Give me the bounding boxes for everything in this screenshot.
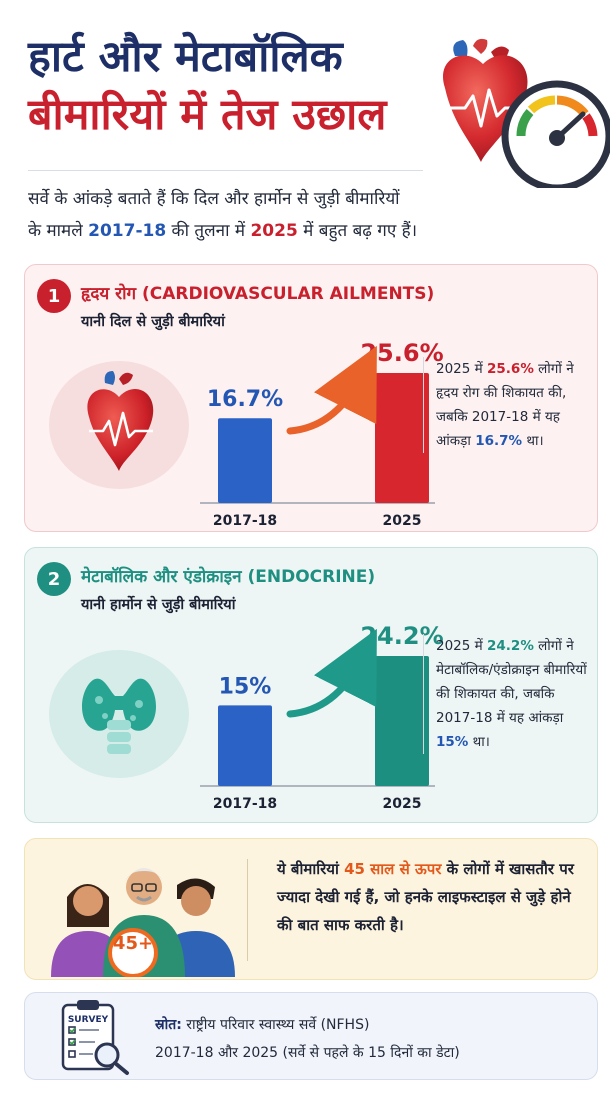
thyroid-icon-backdrop [49,650,189,778]
card-subheading: यानी दिल से जुड़ी बीमारियां [81,314,225,330]
people-group-icon [51,868,235,977]
side-value-new: 25.6% [487,361,534,377]
side-text-part: लोगों ने हृदय रोग की शिकायत की, जबकि 201… [436,361,574,449]
card-number-badge: 1 [37,279,71,313]
card-subheading: यानी हार्मोन से जुड़ी बीमारियां [81,597,236,613]
side-text-part: था। [522,433,544,449]
age-note-card: 45+ ये बीमारियां 45 साल से ऊपर के लोगों … [24,838,598,980]
side-text-part: लोगों ने मेटाबॉलिक/एंडोक्राइन बीमारियों … [436,638,587,726]
intro-part-4: में बहुत बढ़ गए हैं। [297,221,418,241]
intro-year-old: 2017-18 [88,221,167,241]
source-card: SURVEY स्रोत: राष्ट्रीय परिवार स्वास्थ्य… [24,992,598,1080]
source-line-1: राष्ट्रीय परिवार स्वास्थ्य सर्वे (NFHS) [181,1017,370,1033]
card-side-text: 2025 में 24.2% लोगों ने मेटाबॉलिक/एंडोक्… [423,634,591,754]
category-label: 2017-18 [213,796,277,812]
title-line-2: बीमारियों में तेज उछाल [28,90,387,140]
side-text-part: 2025 में [436,361,488,377]
increase-arrow-icon [286,345,377,435]
bar-2017-18 [218,705,272,786]
bar-2017-18 [218,418,272,503]
bar-value-label: 16.7% [207,387,283,412]
heart-icon-backdrop [49,361,189,489]
intro-part-2: के मामले [28,221,89,241]
heart-icon [87,371,154,471]
side-text-part: 2025 में [436,638,488,654]
age-note-part: ये बीमारियां [277,860,345,878]
card-heading: मेटाबॉलिक और एंडोक्राइन (ENDOCRINE) [81,567,376,587]
age-note-text: ये बीमारियां 45 साल से ऊपर के लोगों में … [277,855,587,939]
heart-gauge-icon [443,38,610,188]
title-line-1: हार्ट और मेटाबॉलिक [28,32,343,82]
category-label: 2017-18 [213,513,277,529]
page-title: हार्ट और मेटाबॉलिक बीमारियों में तेज उछा… [28,30,428,142]
intro-year-new: 2025 [250,221,298,241]
side-value-old: 15% [436,734,469,750]
survey-icon-label: SURVEY [67,1015,109,1025]
card-number-badge: 2 [37,562,71,596]
source-text: स्रोत: राष्ट्रीय परिवार स्वास्थ्य सर्वे … [155,1011,460,1067]
increase-arrow-icon [286,628,377,718]
age-badge: 45+ [112,933,154,954]
endocrine-card: 2 मेटाबॉलिक और एंडोक्राइन (ENDOCRINE) या… [24,547,598,823]
intro-line-1: सर्वे के आंकड़े बताते हैं कि दिल और हार्… [28,189,400,209]
bar-value-label: 15% [219,674,272,699]
category-label: 2025 [383,513,422,529]
side-text-part: था। [468,734,490,750]
age-note-highlight: 45 साल से ऊपर [344,860,442,878]
source-line-2: 2017-18 और 2025 (सर्वे से पहले के 15 दिन… [155,1045,460,1061]
intro-part-3: की तुलना में [166,221,251,241]
source-label: स्रोत: [155,1017,182,1033]
side-value-old: 16.7% [475,433,523,449]
age-note-part: के लोगों में खासतौर पर ज्यादा देखी गई है… [277,860,574,934]
title-divider [28,170,423,171]
bar-2025 [375,373,429,503]
survey-clipboard-icon [61,1000,129,1075]
cardiovascular-card: 1 हृदय रोग (CARDIOVASCULAR AILMENTS) यान… [24,264,598,532]
card-side-text: 2025 में 25.6% लोगों ने हृदय रोग की शिका… [423,357,591,453]
card-heading: हृदय रोग (CARDIOVASCULAR AILMENTS) [81,284,435,304]
bar-2025 [375,656,429,786]
intro-text: सर्वे के आंकड़े बताते हैं कि दिल और हार्… [28,183,498,247]
age-note-divider [247,859,248,961]
thyroid-icon [82,678,156,754]
side-value-new: 24.2% [487,638,534,654]
category-label: 2025 [383,796,422,812]
